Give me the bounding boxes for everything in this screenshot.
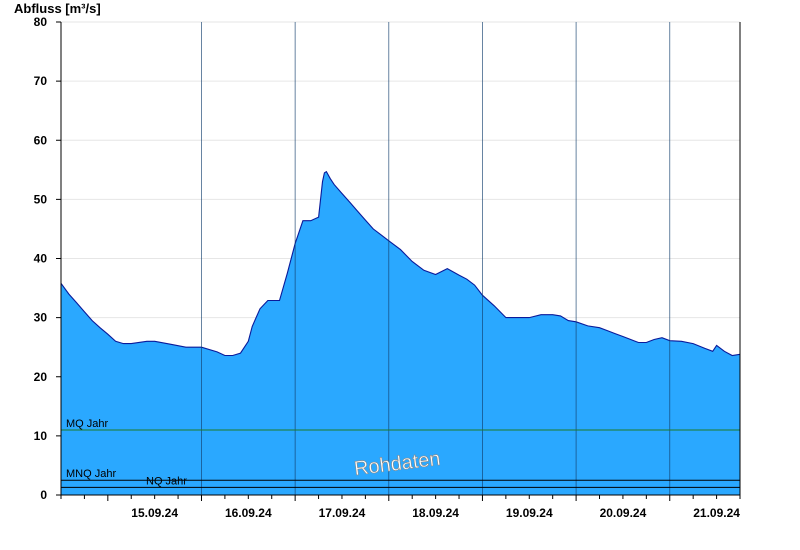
y-tick-label-40: 40 <box>34 252 48 266</box>
y-ticks: 0 10 20 30 40 50 60 70 80 <box>34 15 61 502</box>
x-tick-label-3: 18.09.24 <box>412 506 459 520</box>
reference-label-0: MQ Jahr <box>66 418 109 430</box>
y-tick-label-30: 30 <box>34 311 48 325</box>
x-tick-label-5: 20.09.24 <box>600 506 647 520</box>
x-tick-label-2: 17.09.24 <box>319 506 366 520</box>
area-layer <box>60 170 741 495</box>
y-tick-label-20: 20 <box>34 370 48 384</box>
y-tick-label-10: 10 <box>34 429 48 443</box>
y-tick-label-50: 50 <box>34 192 48 206</box>
day-divider-lines <box>201 22 671 495</box>
y-tick-label-70: 70 <box>34 74 48 88</box>
discharge-area <box>61 171 740 495</box>
reference-label-2: NQ Jahr <box>146 475 187 487</box>
discharge-line <box>60 170 741 357</box>
x-tick-label-6: 21.09.24 <box>693 506 740 520</box>
x-tick-label-1: 16.09.24 <box>225 506 272 520</box>
x-ticks: 15.09.24 16.09.24 17.09.24 18.09.24 19.09.24… <box>60 495 741 520</box>
reference-lines: MQ Jahr MNQ Jahr NQ Jahr <box>61 418 740 488</box>
y-tick-label-0: 0 <box>40 488 47 502</box>
y-tick-label-60: 60 <box>34 133 48 147</box>
x-tick-label-0: 15.09.24 <box>131 506 178 520</box>
y-tick-label-80: 80 <box>34 15 48 29</box>
y-axis-title: Abfluss [m³/s] <box>14 1 101 16</box>
reference-label-1: MNQ Jahr <box>66 468 116 480</box>
x-tick-label-4: 19.09.24 <box>506 506 553 520</box>
